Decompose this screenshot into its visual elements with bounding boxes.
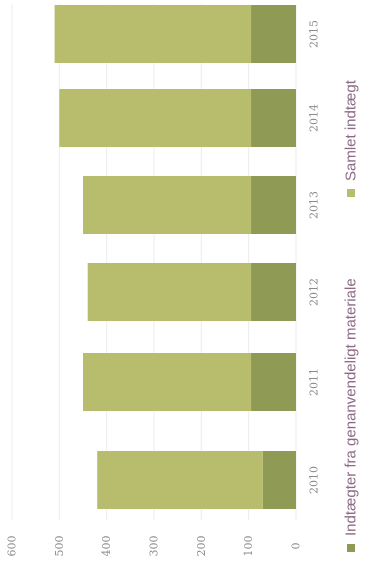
category-label-2012: 2012 xyxy=(308,278,321,306)
legend-label-1: Samlet indtægt xyxy=(343,79,360,181)
category-label-2010: 2010 xyxy=(308,466,321,494)
tick-label-300: 300 xyxy=(148,536,161,557)
category-label-2015: 2015 xyxy=(308,20,321,48)
tick-label-200: 200 xyxy=(195,536,208,557)
bar-2010-series-0 xyxy=(262,451,296,509)
legend: Indtægter fra genanvendeligt materiale Sa… xyxy=(343,79,360,552)
bar-2014-series-0 xyxy=(251,89,296,147)
category-label-2011: 2011 xyxy=(308,368,321,396)
bar-2011-series-0 xyxy=(251,353,296,411)
bar-2011-series-1 xyxy=(83,353,252,411)
tick-label-0: 0 xyxy=(290,543,303,550)
category-label-2013: 2013 xyxy=(308,191,321,219)
category-labels: 2010 2011 2012 2013 2014 2015 xyxy=(308,20,321,494)
grid-lines xyxy=(11,4,297,520)
bar-2013-series-0 xyxy=(251,176,296,234)
bar-2012-series-1 xyxy=(87,263,252,321)
bar-2010-series-1 xyxy=(97,451,263,509)
tick-label-100: 100 xyxy=(242,536,255,557)
tick-label-600: 600 xyxy=(6,536,19,557)
legend-label-0: Indtægter fra genanvendeligt materiale xyxy=(343,278,360,536)
bars-group xyxy=(54,5,296,509)
legend-marker-0 xyxy=(347,544,355,552)
bar-2013-series-1 xyxy=(83,176,252,234)
tick-label-500: 500 xyxy=(53,536,66,557)
legend-marker-1 xyxy=(347,189,355,197)
category-label-2014: 2014 xyxy=(308,104,321,132)
bar-2015-series-1 xyxy=(54,5,252,63)
bar-2015-series-0 xyxy=(251,5,296,63)
value-axis-ticks: 0 100 200 300 400 500 600 xyxy=(6,536,303,557)
bar-2014-series-1 xyxy=(59,89,252,147)
tick-label-400: 400 xyxy=(100,536,113,557)
bar-2012-series-0 xyxy=(251,263,296,321)
